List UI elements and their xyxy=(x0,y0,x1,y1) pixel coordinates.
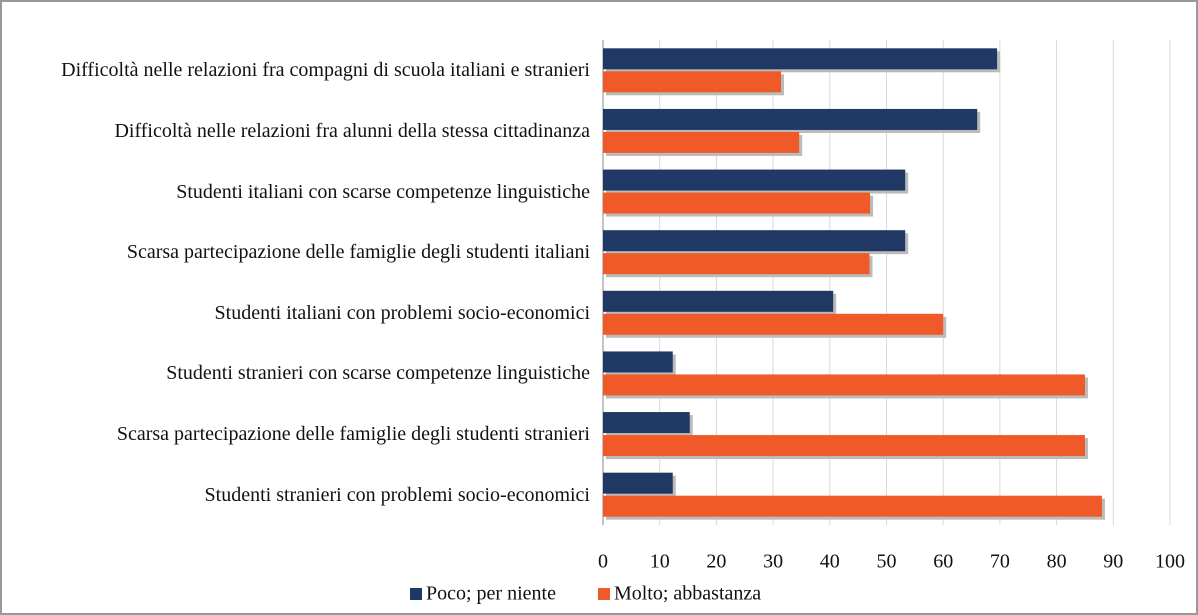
y-tick-label: Studenti stranieri con problemi socio-ec… xyxy=(204,483,590,506)
y-label-box: Scarsa partecipazione delle famiglie deg… xyxy=(116,423,590,446)
bar xyxy=(603,412,690,434)
x-tick-label: 20 xyxy=(706,551,726,573)
legend-swatch xyxy=(597,588,610,600)
bar xyxy=(603,48,998,70)
bar xyxy=(603,169,906,191)
x-tick-label: 90 xyxy=(1103,551,1123,573)
y-label-box: Studenti italiani con problemi socio-eco… xyxy=(214,301,590,324)
bar xyxy=(603,131,800,153)
bar xyxy=(603,290,834,312)
y-tick-label: Studenti italiani con scarse competenze … xyxy=(176,180,590,203)
y-label-box: Studenti italiani con scarse competenze … xyxy=(176,180,590,203)
y-tick-label: Difficoltà nelle relazioni fra alunni de… xyxy=(114,119,590,142)
x-tick-label: 80 xyxy=(1047,551,1067,573)
bar xyxy=(603,192,871,214)
legend-swatch xyxy=(410,588,422,600)
x-tick-label: 50 xyxy=(877,551,897,573)
bar xyxy=(603,108,978,130)
bar xyxy=(603,435,1085,457)
bar xyxy=(603,230,906,252)
bar xyxy=(603,253,870,275)
x-tick-label: 70 xyxy=(990,551,1010,573)
x-tick-label: 40 xyxy=(820,551,840,573)
y-tick-label: Studenti stranieri con scarse competenze… xyxy=(166,362,590,385)
bar xyxy=(603,351,673,373)
y-tick-label: Difficoltà nelle relazioni fra compagni … xyxy=(61,59,590,82)
bar xyxy=(603,472,673,494)
y-tick-label: Studenti italiani con problemi socio-eco… xyxy=(214,301,590,324)
y-tick-label: Scarsa partecipazione delle famiglie deg… xyxy=(126,241,590,264)
x-tick-label: 60 xyxy=(933,551,953,573)
bar xyxy=(603,374,1085,396)
legend-label: Molto; abbastanza xyxy=(614,583,761,605)
x-tick-label: 0 xyxy=(598,551,608,573)
y-label-box: Studenti stranieri con problemi socio-ec… xyxy=(204,483,590,506)
y-label-box: Studenti stranieri con scarse competenze… xyxy=(166,362,590,385)
bar xyxy=(603,313,944,335)
y-tick-label: Scarsa partecipazione delle famiglie deg… xyxy=(116,423,590,446)
legend-label: Poco; per niente xyxy=(426,583,556,605)
x-tick-label: 100 xyxy=(1155,551,1185,573)
x-tick-label: 30 xyxy=(763,551,783,573)
y-label-box: Scarsa partecipazione delle famiglie deg… xyxy=(126,241,590,264)
x-tick-label: 10 xyxy=(650,551,670,573)
bar xyxy=(603,495,1102,517)
bar xyxy=(603,71,782,93)
y-label-box: Difficoltà nelle relazioni fra alunni de… xyxy=(114,119,590,142)
y-label-box: Difficoltà nelle relazioni fra compagni … xyxy=(61,59,590,82)
